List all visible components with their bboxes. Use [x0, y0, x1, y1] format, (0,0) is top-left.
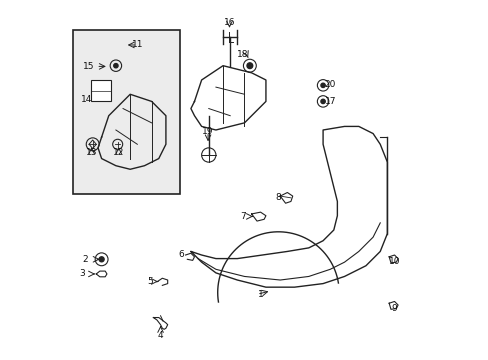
Bar — [73, 30, 180, 194]
Text: 20: 20 — [324, 80, 335, 89]
Text: 10: 10 — [388, 257, 400, 266]
Text: 18: 18 — [237, 50, 248, 59]
Text: 3: 3 — [79, 269, 84, 278]
Text: 4: 4 — [158, 331, 163, 340]
Circle shape — [114, 64, 118, 68]
Text: 1: 1 — [257, 290, 263, 299]
Text: 5: 5 — [147, 277, 153, 286]
Text: 13: 13 — [86, 148, 97, 157]
Text: 16: 16 — [224, 18, 235, 27]
Circle shape — [246, 63, 252, 68]
Circle shape — [320, 83, 325, 87]
Text: 8: 8 — [275, 193, 281, 202]
Text: 2: 2 — [82, 255, 88, 264]
Text: 6: 6 — [178, 250, 183, 259]
Text: 11: 11 — [131, 40, 143, 49]
Text: 19: 19 — [202, 127, 213, 136]
Circle shape — [99, 257, 104, 262]
Text: 9: 9 — [391, 304, 397, 313]
Text: 12: 12 — [113, 148, 124, 157]
Circle shape — [320, 99, 325, 104]
Text: 15: 15 — [83, 62, 95, 71]
Bar — [91, 80, 110, 102]
Text: 17: 17 — [324, 97, 335, 106]
Text: 14: 14 — [81, 95, 92, 104]
Text: 7: 7 — [239, 212, 245, 221]
